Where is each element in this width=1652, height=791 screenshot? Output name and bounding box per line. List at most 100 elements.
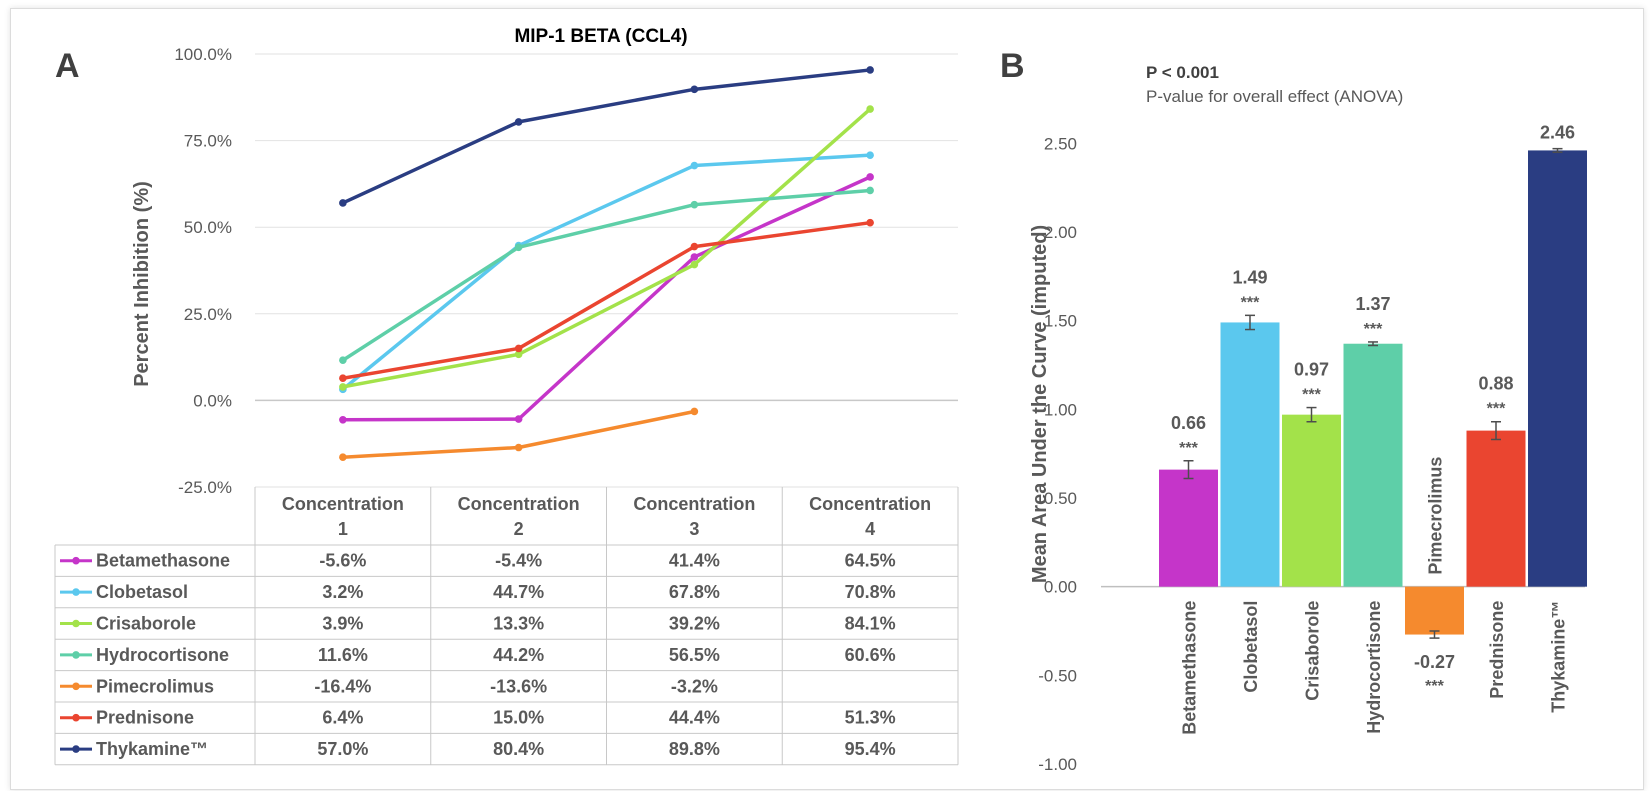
significance-marker: *** (1302, 387, 1321, 404)
series-point (690, 407, 699, 416)
bar-chart-bars: 0.66 *** Betamethasone 1.49 *** Clobetasol 0.9… (1159, 123, 1587, 735)
series-point (339, 453, 347, 462)
line-chart-y-tick-label: -25.0% (178, 478, 232, 497)
table-column-header: 1 (338, 519, 348, 539)
series-point (690, 260, 699, 269)
table-cell-value: 89.8% (669, 739, 720, 759)
bar-value-label: 1.37 (1355, 294, 1390, 314)
bar-chart-y-tick-label: 2.00 (1044, 223, 1077, 242)
table-cell-value: -16.4% (314, 676, 371, 696)
data-table: Concentration 1 Concentration 2 Concentratio… (54, 487, 959, 766)
bar-value-label: -0.27 (1414, 652, 1455, 672)
bar-category-label: Clobetasol (1241, 601, 1261, 693)
table-column-header: 3 (689, 519, 699, 539)
series-line (342, 107, 872, 389)
table-cell-value: 56.5% (669, 645, 720, 665)
table-cell-value: 70.8% (845, 582, 896, 602)
table-cell-value: 41.4% (669, 551, 720, 571)
bar (1466, 430, 1526, 587)
series-point (866, 66, 874, 74)
series-point (339, 374, 347, 383)
bar-category-label: Pimecrolimus (1426, 457, 1446, 575)
table-column-header: 2 (514, 519, 524, 539)
table-cell-value: 44.2% (493, 645, 544, 665)
significance-marker: *** (1241, 294, 1260, 311)
series-line (341, 153, 871, 391)
bar-value-label: 2.46 (1540, 123, 1575, 143)
significance-marker: *** (1487, 401, 1506, 418)
panel-b-letter: B (1000, 47, 1025, 85)
series-point (866, 151, 874, 159)
panel-b-y-axis-label: Mean Area Under the Curve (imputed) (1029, 225, 1051, 583)
table-cell-value: 80.4% (493, 739, 544, 759)
series-point (339, 199, 347, 207)
legend-point-marker (72, 556, 80, 565)
bar (1282, 414, 1341, 587)
table-column-header: Concentration (633, 494, 755, 514)
legend-point-marker (72, 651, 80, 659)
p-value-heading: P < 0.001 (1146, 63, 1219, 82)
p-value-description: P-value for overall effect (ANOVA) (1146, 87, 1403, 106)
series-point (690, 85, 699, 94)
table-cell-value: 3.9% (322, 614, 363, 634)
table-cell-value: 57.0% (317, 739, 368, 759)
series-line (342, 175, 871, 422)
bar (1159, 469, 1218, 587)
bar-value-label: 0.97 (1294, 360, 1329, 380)
series-point (514, 350, 523, 359)
bar-chart-y-ticks: -1.00 -0.50 0.00 0.50 1.00 1.50 2.00 2.50 (1038, 134, 1077, 774)
table-cell-value: -5.4% (495, 551, 542, 571)
panel-a-letter: A (55, 47, 80, 85)
table-cell-value: 44.7% (493, 582, 544, 602)
table-cell-value: 44.4% (669, 708, 720, 728)
legend-point-marker (72, 682, 80, 691)
series-point (866, 105, 874, 113)
bar-value-label: 0.66 (1171, 413, 1206, 433)
series-point (339, 356, 347, 365)
series-line (341, 188, 871, 362)
series-point (690, 242, 699, 251)
series-point (690, 200, 699, 209)
series-point (866, 218, 874, 227)
legend-point-marker (72, 588, 80, 596)
series-point (866, 186, 874, 195)
line-chart-y-tick-label: 100.0% (174, 45, 232, 64)
bar-category-label: Betamethasone (1180, 601, 1200, 735)
bar-category-label: Hydrocortisone (1364, 601, 1384, 734)
series-point (514, 118, 523, 126)
legend-point-marker (72, 745, 80, 753)
line-chart-y-tick-label: 0.0% (193, 391, 232, 410)
table-cell-value: 51.3% (845, 708, 896, 728)
bar-chart-y-tick-label: 2.50 (1044, 134, 1077, 153)
series-line (342, 68, 871, 205)
bar (1528, 150, 1587, 587)
table-cell-value: 11.6% (318, 645, 368, 665)
table-row-label: Clobetasol (96, 582, 188, 602)
panel-a-y-axis-label: Percent Inhibition (%) (131, 181, 153, 387)
bar-chart-y-tick-label: 0.00 (1044, 578, 1077, 597)
bar (1405, 586, 1464, 635)
bar-category-label: Crisaborole (1303, 601, 1323, 701)
table-row-label: Prednisone (96, 708, 194, 728)
table-column-header: Concentration (458, 494, 580, 514)
series-point (690, 161, 699, 170)
table-cell-value: 6.4% (322, 708, 363, 728)
table-cell-value: 13.3% (493, 614, 544, 634)
series-point (514, 344, 523, 353)
bar-value-label: 0.88 (1478, 374, 1513, 394)
series-point (514, 243, 523, 252)
legend-point-marker (72, 619, 80, 628)
significance-marker: *** (1364, 321, 1383, 338)
bar-chart-y-tick-label: 0.50 (1044, 489, 1077, 508)
table-row-label: Betamethasone (96, 551, 230, 571)
bar (1343, 343, 1403, 587)
bar-category-label: Prednisone (1487, 601, 1507, 699)
line-chart-y-tick-label: 75.0% (184, 132, 232, 151)
table-cell-value: 39.2% (669, 614, 720, 634)
table-row-label: Pimecrolimus (96, 676, 214, 696)
table-cell-value: 60.6% (845, 645, 896, 665)
table-cell-value: -13.6% (490, 676, 547, 696)
line-chart-y-ticks: -25.0% 0.0% 25.0% 50.0% 75.0% 100.0% (174, 45, 232, 497)
table-cell-value: 84.1% (845, 614, 896, 634)
